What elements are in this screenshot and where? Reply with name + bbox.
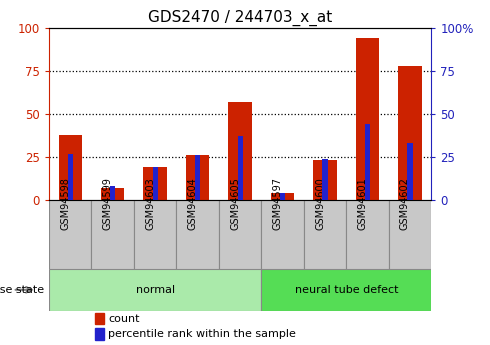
FancyBboxPatch shape bbox=[49, 269, 261, 310]
Text: disease state: disease state bbox=[0, 285, 44, 295]
Text: GSM94599: GSM94599 bbox=[103, 177, 113, 230]
FancyBboxPatch shape bbox=[49, 200, 92, 269]
FancyBboxPatch shape bbox=[304, 200, 346, 269]
Bar bbox=[152, 167, 158, 200]
Bar bbox=[68, 154, 73, 200]
Text: GSM94601: GSM94601 bbox=[358, 177, 368, 230]
Bar bbox=[280, 193, 285, 200]
Bar bbox=[59, 135, 82, 200]
Bar bbox=[95, 313, 104, 324]
FancyBboxPatch shape bbox=[219, 200, 261, 269]
FancyBboxPatch shape bbox=[261, 200, 304, 269]
FancyBboxPatch shape bbox=[92, 200, 134, 269]
Text: GSM94603: GSM94603 bbox=[145, 177, 155, 230]
Bar bbox=[238, 136, 243, 200]
Bar bbox=[271, 193, 294, 200]
Bar bbox=[228, 102, 252, 200]
Bar bbox=[365, 124, 370, 200]
Bar bbox=[101, 188, 124, 200]
Bar bbox=[186, 155, 209, 200]
Text: GSM94604: GSM94604 bbox=[188, 177, 197, 230]
Text: count: count bbox=[108, 314, 140, 324]
FancyBboxPatch shape bbox=[134, 200, 176, 269]
FancyBboxPatch shape bbox=[176, 200, 219, 269]
Text: normal: normal bbox=[136, 285, 175, 295]
Bar bbox=[314, 160, 337, 200]
Bar bbox=[144, 167, 167, 200]
Text: GSM94602: GSM94602 bbox=[400, 177, 410, 230]
Text: GSM94600: GSM94600 bbox=[315, 177, 325, 230]
Title: GDS2470 / 244703_x_at: GDS2470 / 244703_x_at bbox=[148, 10, 332, 26]
Text: neural tube defect: neural tube defect bbox=[294, 285, 398, 295]
Bar bbox=[356, 38, 379, 200]
Text: GSM94598: GSM94598 bbox=[60, 177, 70, 230]
Bar bbox=[195, 155, 200, 200]
Text: GSM94605: GSM94605 bbox=[230, 177, 240, 230]
Bar bbox=[110, 186, 115, 200]
FancyBboxPatch shape bbox=[261, 269, 431, 310]
Bar bbox=[398, 66, 421, 200]
Bar bbox=[407, 143, 413, 200]
Bar bbox=[322, 159, 328, 200]
Text: GSM94597: GSM94597 bbox=[272, 177, 283, 230]
FancyBboxPatch shape bbox=[389, 200, 431, 269]
Text: percentile rank within the sample: percentile rank within the sample bbox=[108, 329, 296, 339]
FancyBboxPatch shape bbox=[346, 200, 389, 269]
Bar bbox=[95, 328, 104, 340]
